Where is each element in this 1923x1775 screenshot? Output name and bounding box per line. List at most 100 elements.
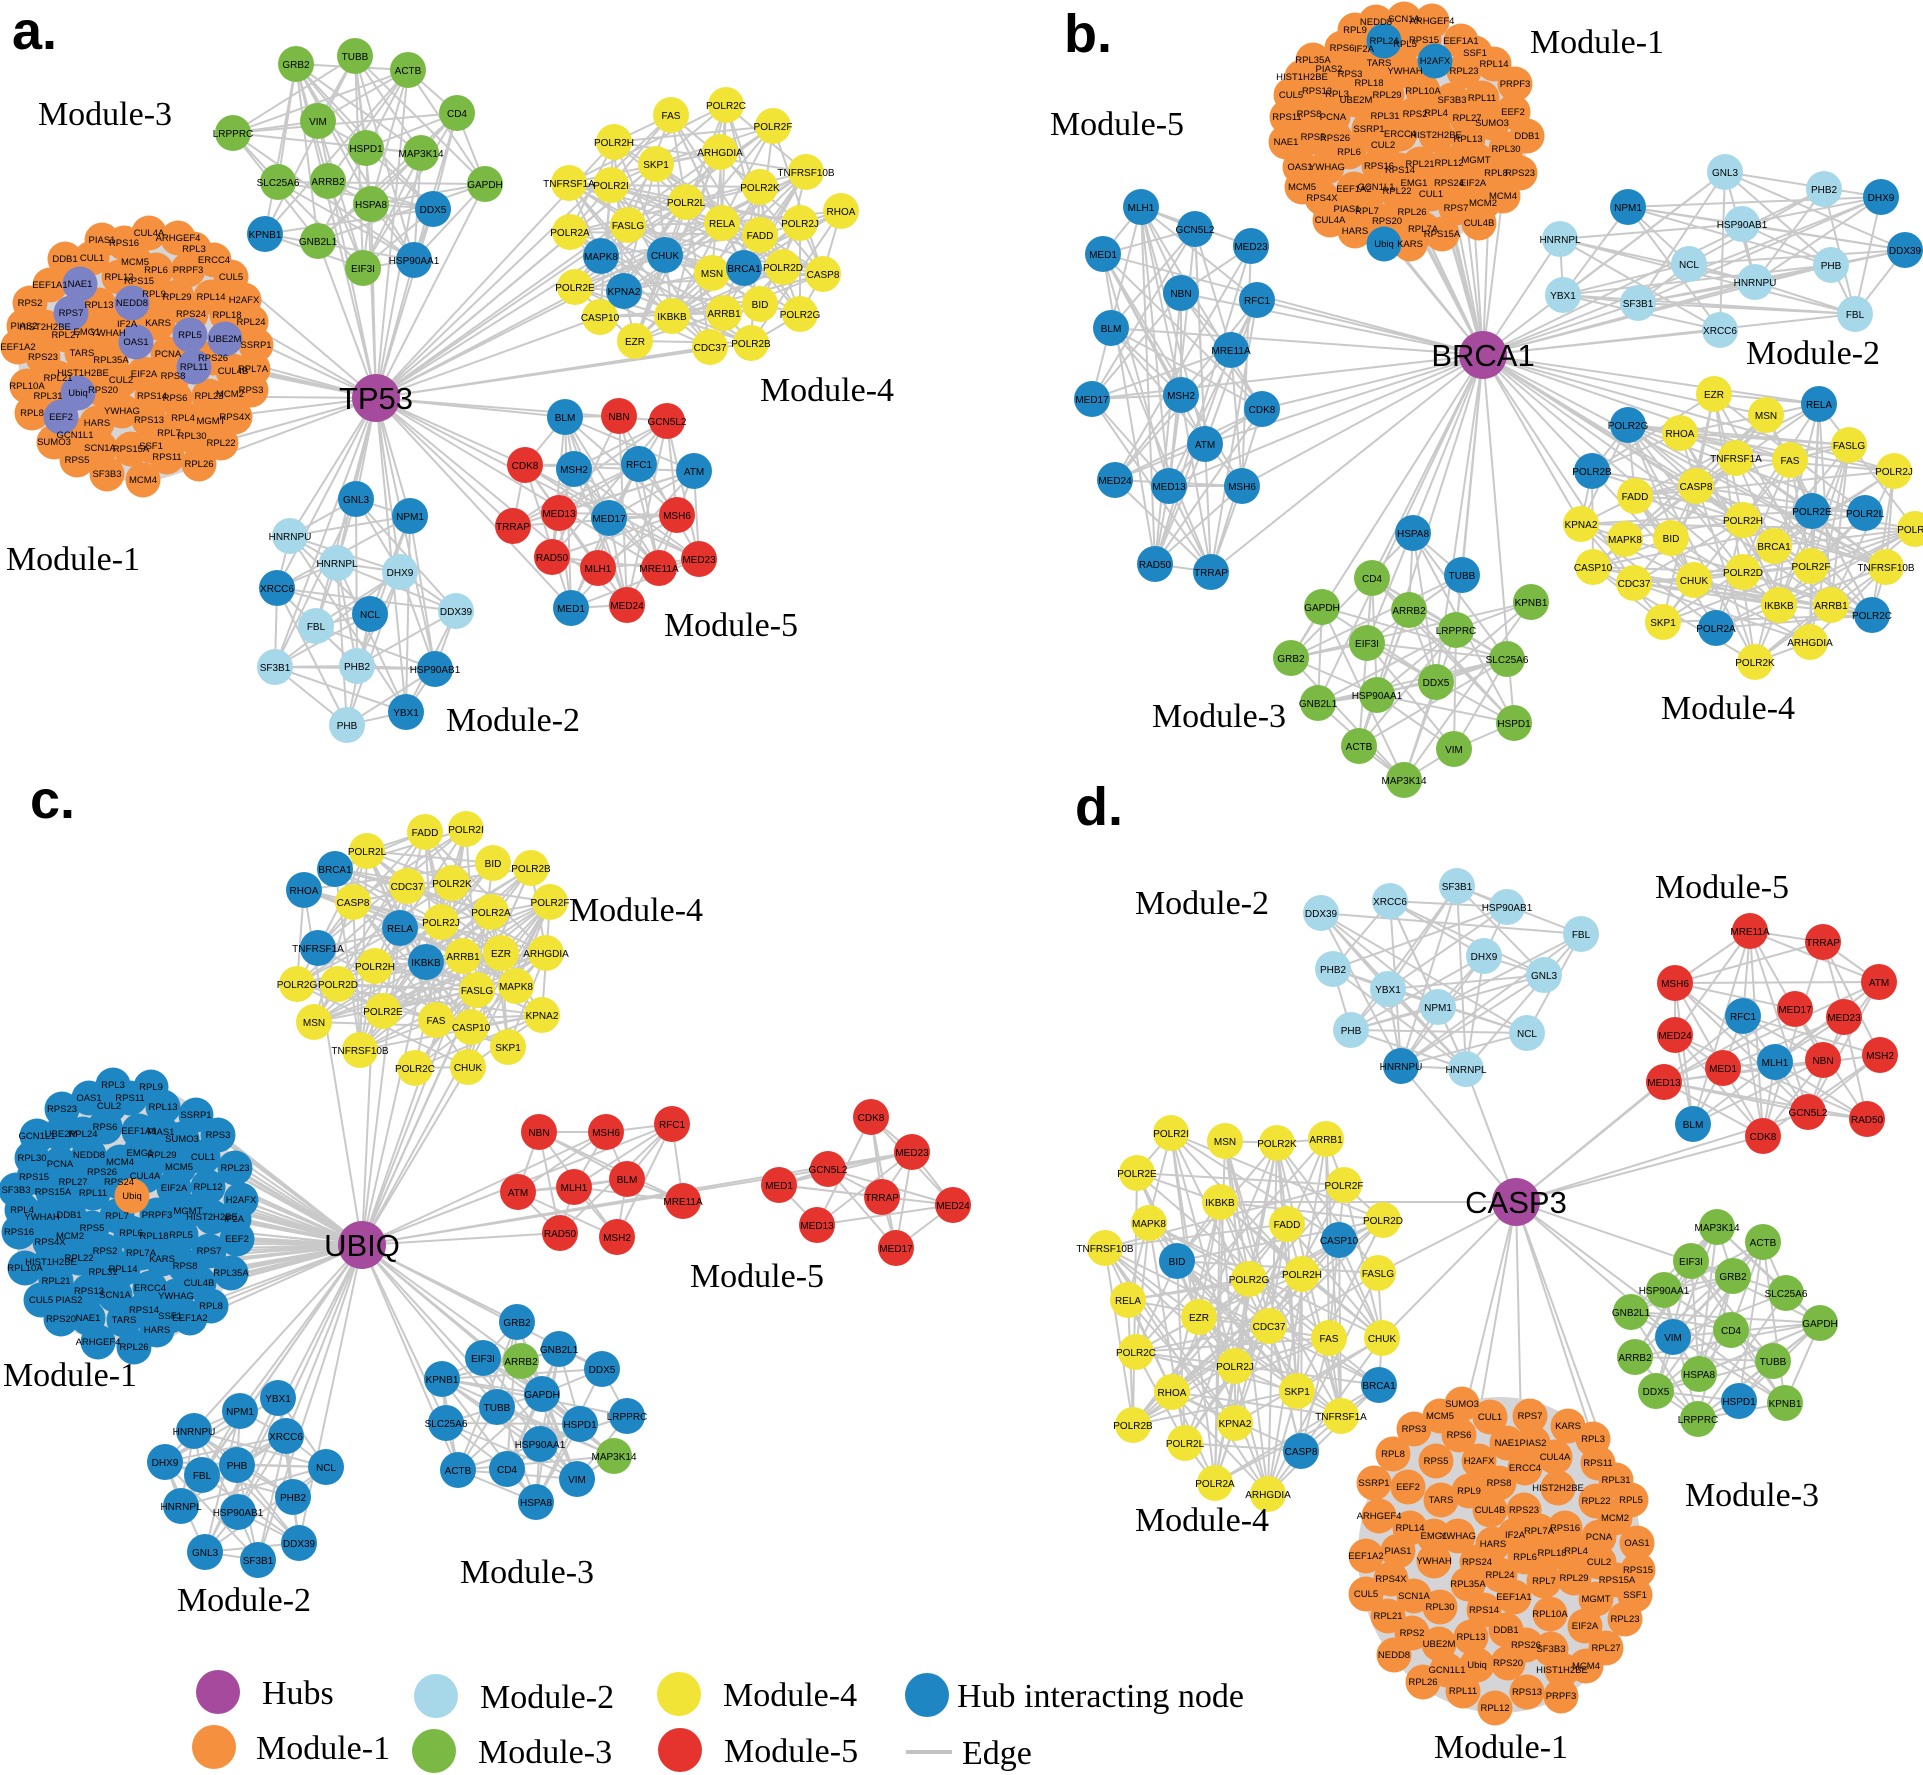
- svg-text:SF3B3: SF3B3: [1, 1185, 30, 1196]
- svg-text:MED17: MED17: [879, 1244, 913, 1255]
- svg-text:ARRB1: ARRB1: [707, 309, 741, 320]
- svg-text:RPL5: RPL5: [1393, 39, 1417, 50]
- svg-text:RPL31: RPL31: [88, 1267, 117, 1278]
- svg-text:Module-5: Module-5: [724, 1733, 858, 1770]
- svg-text:RPS24: RPS24: [176, 309, 206, 320]
- svg-text:FASLG: FASLG: [461, 986, 493, 997]
- svg-text:YBX1: YBX1: [1375, 985, 1401, 996]
- svg-text:POLR2A: POLR2A: [471, 908, 511, 919]
- svg-text:RPL35A: RPL35A: [1450, 1579, 1486, 1590]
- svg-text:RPS26: RPS26: [87, 1167, 117, 1178]
- svg-text:RPS26: RPS26: [1511, 1640, 1541, 1651]
- svg-text:POLR2I: POLR2I: [1153, 1129, 1189, 1140]
- svg-text:RHOA: RHOA: [827, 207, 856, 218]
- svg-text:EEF1A2: EEF1A2: [1348, 1551, 1383, 1562]
- svg-text:SF3B1: SF3B1: [1442, 882, 1473, 893]
- svg-text:MED1: MED1: [557, 604, 585, 615]
- svg-text:GCN1L1: GCN1L1: [19, 1131, 56, 1142]
- svg-text:PRPF3: PRPF3: [142, 1210, 173, 1221]
- svg-text:POLR2L: POLR2L: [1846, 509, 1885, 520]
- svg-text:RPL7: RPL7: [1532, 1576, 1556, 1587]
- svg-text:RPS15A: RPS15A: [113, 444, 150, 455]
- svg-text:RPL30: RPL30: [17, 1153, 46, 1164]
- svg-text:MRE11A: MRE11A: [639, 564, 679, 575]
- svg-text:TRRAP: TRRAP: [1194, 568, 1228, 579]
- svg-text:NAE1: NAE1: [68, 279, 93, 290]
- svg-text:MED23: MED23: [1234, 242, 1268, 253]
- svg-text:RPS11: RPS11: [115, 1093, 144, 1104]
- svg-text:RPS3: RPS3: [1402, 1424, 1427, 1435]
- svg-text:DDX5: DDX5: [420, 205, 447, 216]
- svg-text:HSPA8: HSPA8: [520, 1498, 552, 1509]
- svg-text:SSF1: SSF1: [158, 1311, 182, 1322]
- svg-text:RPS15: RPS15: [124, 276, 154, 287]
- svg-text:PHB: PHB: [1341, 1026, 1362, 1037]
- svg-text:RPL31: RPL31: [33, 391, 62, 402]
- svg-text:POLR2D: POLR2D: [1723, 568, 1763, 579]
- svg-text:RPL24: RPL24: [236, 317, 265, 328]
- svg-text:HIST2H2BE: HIST2H2BE: [1410, 130, 1462, 141]
- svg-text:Module-5: Module-5: [690, 1258, 824, 1295]
- svg-text:CUL5: CUL5: [1279, 90, 1303, 101]
- svg-text:RPS16: RPS16: [1550, 1523, 1580, 1534]
- svg-text:RPS15A: RPS15A: [35, 1187, 72, 1198]
- svg-text:CHUK: CHUK: [454, 1063, 483, 1074]
- svg-text:POLR2C: POLR2C: [706, 101, 746, 112]
- svg-text:MED17: MED17: [1778, 1005, 1812, 1016]
- svg-text:RHOA: RHOA: [1158, 1388, 1187, 1399]
- svg-text:PRPF3: PRPF3: [1500, 79, 1531, 90]
- svg-text:OAS1: OAS1: [123, 337, 148, 348]
- svg-text:HARS: HARS: [1480, 1539, 1506, 1550]
- svg-text:KPNB1: KPNB1: [1515, 598, 1548, 609]
- svg-text:HSP90AB1: HSP90AB1: [1482, 903, 1533, 914]
- svg-text:CUL1: CUL1: [1419, 189, 1443, 200]
- svg-text:Module-1: Module-1: [1434, 1729, 1568, 1766]
- svg-text:PIAS1: PIAS1: [148, 1127, 175, 1138]
- svg-text:TNFRSF1A: TNFRSF1A: [292, 944, 344, 955]
- svg-text:MED13: MED13: [542, 509, 576, 520]
- svg-text:RPL4: RPL4: [1564, 1546, 1588, 1557]
- svg-text:XRCC6: XRCC6: [260, 584, 294, 595]
- svg-text:RPS11: RPS11: [152, 452, 181, 463]
- svg-text:RPL3: RPL3: [1581, 1434, 1605, 1445]
- svg-text:RPL5: RPL5: [1619, 1495, 1643, 1506]
- svg-text:RPL13: RPL13: [148, 1102, 177, 1113]
- svg-text:PHB2: PHB2: [1811, 185, 1838, 196]
- svg-text:RPS5: RPS5: [80, 1223, 105, 1234]
- svg-text:RPL30: RPL30: [1491, 144, 1520, 155]
- svg-text:TRRAP: TRRAP: [496, 522, 530, 533]
- svg-text:TNFRSF10B: TNFRSF10B: [331, 1046, 389, 1057]
- svg-text:SSRP1: SSRP1: [1358, 1478, 1389, 1489]
- svg-text:RPL14: RPL14: [1479, 59, 1508, 70]
- svg-text:RPL29: RPL29: [1559, 1573, 1588, 1584]
- svg-text:RPS14: RPS14: [129, 1305, 159, 1316]
- svg-text:SSRP1: SSRP1: [1353, 124, 1384, 135]
- svg-text:RPL8: RPL8: [1484, 168, 1508, 179]
- svg-text:MAPK8: MAPK8: [1132, 1219, 1166, 1230]
- svg-text:NAE1: NAE1: [1274, 137, 1299, 148]
- svg-text:HSP90AB1: HSP90AB1: [1717, 220, 1768, 231]
- svg-text:KARS: KARS: [1555, 1421, 1581, 1432]
- svg-text:ACTB: ACTB: [1346, 742, 1373, 753]
- svg-text:YWHAG: YWHAG: [1440, 1531, 1476, 1542]
- svg-text:GCN5L2: GCN5L2: [1789, 1108, 1828, 1119]
- svg-text:ARHGDIA: ARHGDIA: [523, 949, 569, 960]
- svg-text:PCNA: PCNA: [1320, 112, 1347, 123]
- svg-text:RPS15A: RPS15A: [1599, 1575, 1636, 1586]
- svg-text:Ubiq: Ubiq: [1467, 1660, 1487, 1671]
- svg-text:PHB: PHB: [1821, 261, 1842, 272]
- svg-text:KARS: KARS: [145, 318, 171, 329]
- svg-text:FASLG: FASLG: [612, 221, 644, 232]
- svg-text:CUL1: CUL1: [1478, 1412, 1502, 1423]
- svg-text:MCM4: MCM4: [1489, 191, 1517, 202]
- svg-text:CUL2: CUL2: [109, 375, 133, 386]
- svg-text:YWHAH: YWHAH: [1387, 66, 1423, 77]
- svg-text:RFC1: RFC1: [659, 1120, 686, 1131]
- svg-text:Module-3: Module-3: [38, 96, 172, 133]
- svg-text:SSRP1: SSRP1: [240, 340, 271, 351]
- svg-text:c.: c.: [30, 770, 75, 830]
- svg-text:POLR2F: POLR2F: [1325, 1181, 1364, 1192]
- svg-text:Module-2: Module-2: [1746, 335, 1880, 372]
- svg-text:YBX1: YBX1: [1550, 291, 1576, 302]
- svg-text:GCN5L2: GCN5L2: [648, 417, 687, 428]
